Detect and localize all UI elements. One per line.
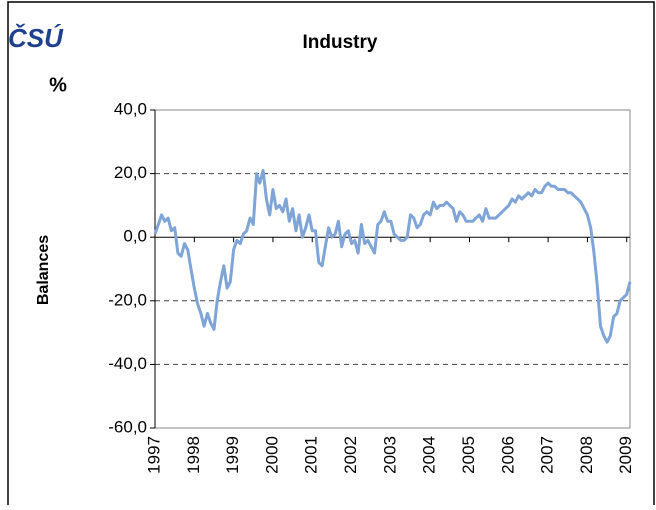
x-tick-label: 2006 — [498, 436, 517, 474]
chart-title: Industry — [303, 32, 378, 53]
y-tick-label: -20,0 — [108, 290, 147, 309]
x-tick-label: 2009 — [616, 436, 635, 474]
x-tick-label: 2007 — [538, 436, 557, 474]
y-axis-label: Balances — [35, 235, 52, 305]
y-tick-label: -60,0 — [108, 417, 147, 436]
x-tick-label: 2002 — [341, 436, 360, 474]
x-tick-label: 2004 — [420, 436, 439, 474]
y-tick-label: 0,0 — [123, 227, 147, 246]
x-tick-label: 2005 — [459, 436, 478, 474]
x-tick-label: 2008 — [577, 436, 596, 474]
x-tick-label: 1999 — [223, 436, 242, 474]
x-tick-label: 2001 — [302, 436, 321, 474]
unit-label: % — [49, 74, 67, 96]
y-tick-label: -40,0 — [108, 354, 147, 373]
data-line — [153, 168, 632, 344]
x-tick-label: 1998 — [184, 436, 203, 474]
y-tick-label: 40,0 — [114, 99, 147, 118]
x-tick-label: 1997 — [144, 436, 163, 474]
x-tick-label: 2000 — [262, 436, 281, 474]
chart-frame — [7, 1, 655, 510]
logo: ČSÚ — [8, 23, 64, 53]
x-tick-label: 2003 — [380, 436, 399, 474]
y-tick-label: 20,0 — [114, 163, 147, 182]
